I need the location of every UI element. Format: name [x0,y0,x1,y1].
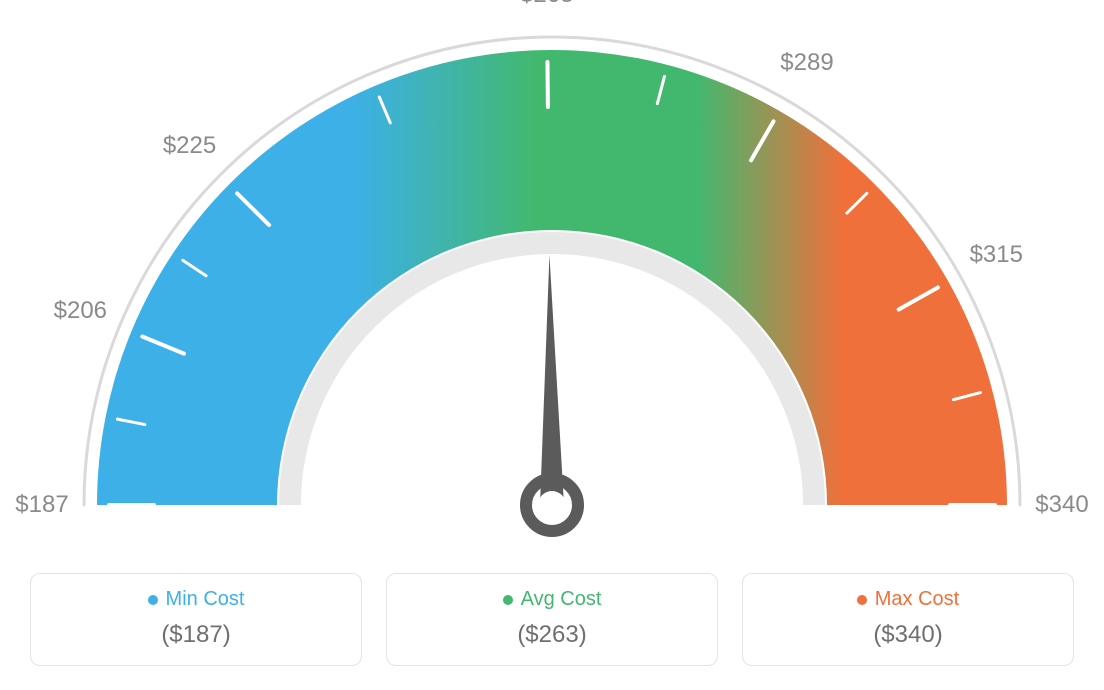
gauge-tick-label: $206 [54,297,107,325]
gauge-tick-label: $263 [520,0,573,9]
gauge-tick-label: $225 [163,132,216,160]
max-cost-title: Max Cost [857,588,959,611]
min-cost-title: Min Cost [148,588,245,611]
avg-dot-icon [503,595,513,605]
cost-gauge: $187 $206 $225 $263 $289 $315 $340 [0,0,1104,560]
max-cost-card: Max Cost ($340) [742,573,1074,666]
min-cost-card: Min Cost ($187) [30,573,362,666]
gauge-svg [0,0,1104,560]
summary-cards: Min Cost ($187) Avg Cost ($263) Max Cost… [30,573,1074,666]
avg-cost-label: Avg Cost [521,588,602,611]
min-dot-icon [148,595,158,605]
max-cost-label: Max Cost [875,588,959,611]
avg-cost-card: Avg Cost ($263) [386,573,718,666]
max-dot-icon [857,595,867,605]
gauge-tick-label: $315 [970,241,1023,269]
avg-cost-value: ($263) [397,621,707,649]
min-cost-label: Min Cost [166,588,245,611]
min-cost-value: ($187) [41,621,351,649]
gauge-tick-label: $340 [1035,491,1088,519]
gauge-tick-label: $289 [780,49,833,77]
gauge-tick-label: $187 [15,491,68,519]
max-cost-value: ($340) [753,621,1063,649]
avg-cost-title: Avg Cost [503,588,602,611]
